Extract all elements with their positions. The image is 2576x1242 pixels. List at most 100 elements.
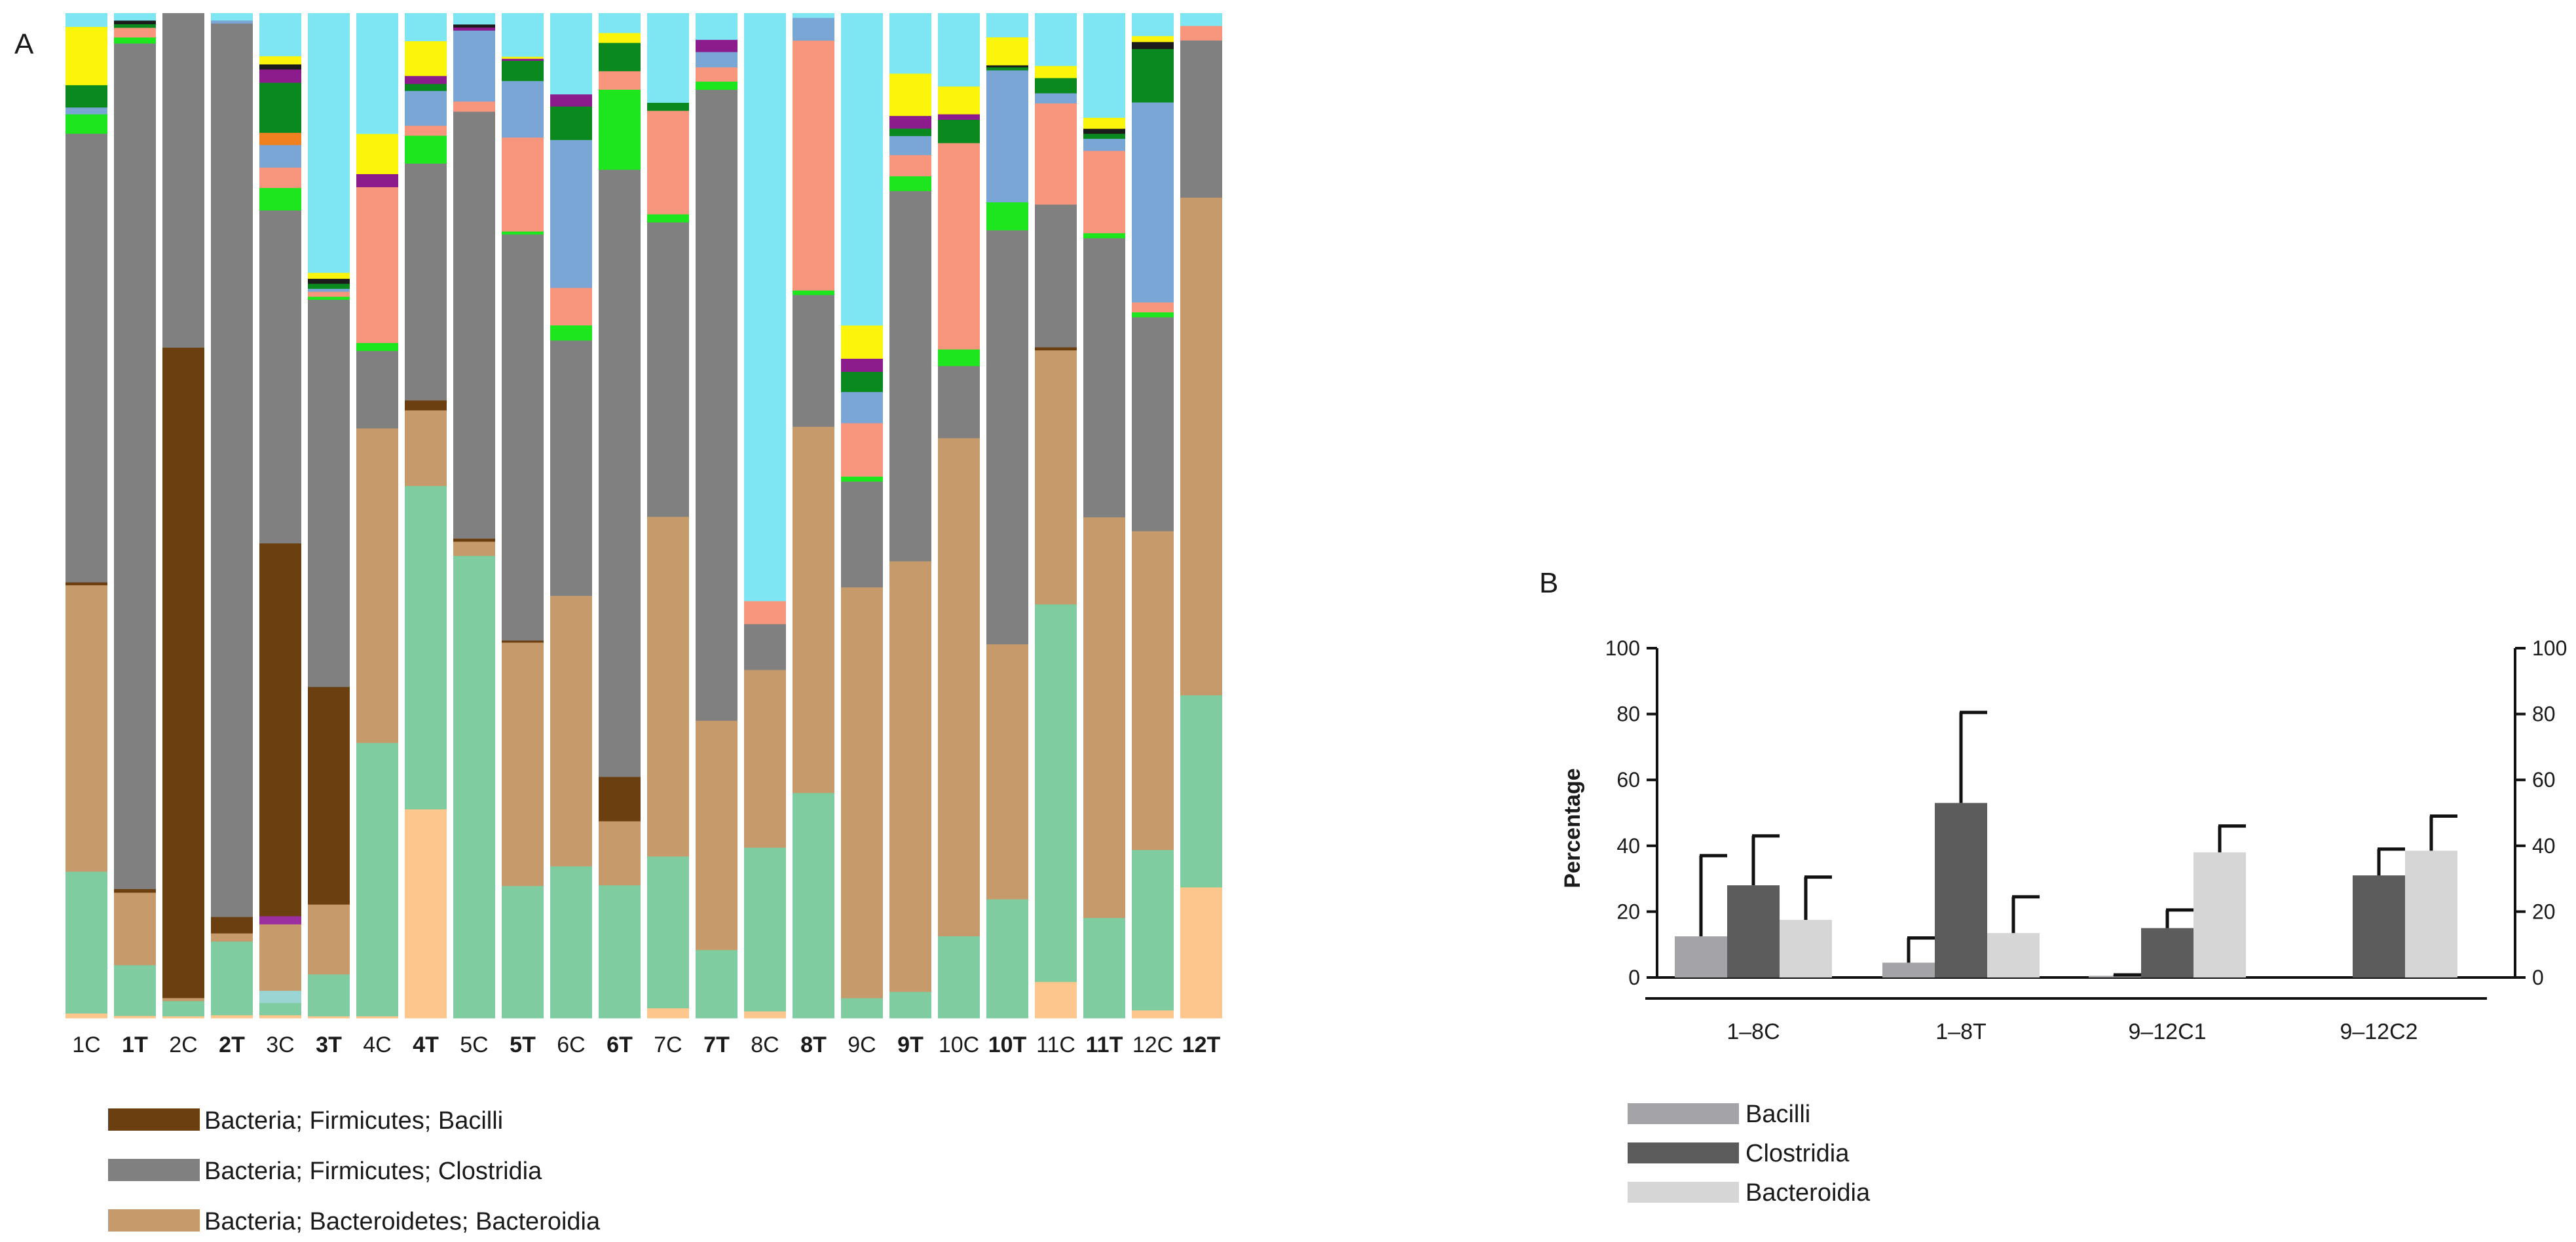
x-tick-label-7C: 7C (654, 1032, 682, 1057)
bar-segment-4T-bacteria-bacteroidetes-bacteroidia (405, 410, 447, 486)
bar-segment-4C-mint (356, 742, 398, 1017)
bar-segment-3C-green (259, 187, 301, 211)
x-tick-label-7T: 7T (703, 1032, 730, 1057)
bar-segment-5C-mint (453, 555, 495, 1019)
bar-segment-1C-blue (65, 107, 107, 115)
x-tick-label-5T: 5T (510, 1032, 536, 1057)
y-tick-label-left-0: 0 (1628, 966, 1640, 989)
legend-label-b-bacilli: Bacilli (1745, 1101, 1810, 1128)
bar-segment-9T-bacteria-firmicutes-clostridia (889, 191, 931, 562)
bar-segment-10C-mint (938, 936, 980, 1019)
bar-segment-2C-bacteria-firmicutes-bacilli (162, 347, 204, 998)
bar-segment-4T-yellow (405, 41, 447, 77)
bar-segment-12C-mint (1132, 849, 1174, 1011)
bar-segment-6T-bacteria-bacteroidetes-bacteroidia (599, 821, 641, 886)
bar-segment-5C-black (453, 24, 495, 28)
bar-segment-4C-green (356, 342, 398, 352)
bar-segment-5T-yellow (502, 56, 544, 59)
bar-segment-2C-peach (162, 1015, 204, 1019)
bar-segment-12C-bacteria-bacteroidetes-bacteroidia (1132, 530, 1174, 850)
bar-segment-6T-mint (599, 885, 641, 1019)
bar-segment-3C-bacteria-firmicutes-bacilli (259, 543, 301, 917)
bar-segment-10C-salmon (938, 143, 980, 350)
bar-1-8c-clostridia (1727, 885, 1780, 977)
bar-segment-5T-blue (502, 81, 544, 138)
bar-segment-10T-mint (986, 899, 1028, 1019)
bar-segment-6C-salmon (550, 287, 592, 325)
bar-segment-3C-salmon (259, 167, 301, 189)
panel-b-bars (1675, 710, 2457, 977)
bar-segment-12C-green (1132, 312, 1174, 318)
bar-segment-4C-yellow (356, 134, 398, 174)
bar-segment-10T-dark-green (986, 67, 1028, 71)
bar-segment-3T-mint (308, 974, 350, 1017)
bar-segment-4C-salmon (356, 187, 398, 343)
bar-segment-4T-salmon (405, 125, 447, 136)
bar-segment-3C-mint (259, 1002, 301, 1015)
bar-segment-12C-black (1132, 41, 1174, 49)
bar-segment-3T-cyan (308, 13, 350, 273)
bar-segment-7C-green (647, 214, 689, 223)
bar-segment-4C-cyan (356, 13, 398, 134)
bar-segment-7T-cyan (696, 13, 737, 40)
bar-9-12c1-bacteroidia (2193, 852, 2246, 977)
bar-segment-4T-purple (405, 75, 447, 84)
bar-segment-4T-dark-green (405, 83, 447, 91)
bar-segment-12C-blue (1132, 102, 1174, 303)
bar-segment-3T-salmon (308, 291, 350, 297)
bar-segment-7T-blue (696, 52, 737, 67)
bar-segment-10C-bacteria-bacteroidetes-bacteroidia (938, 437, 980, 937)
bar-segment-6T-cyan (599, 13, 641, 33)
x-tick-label-4T: 4T (413, 1032, 439, 1057)
bar-segment-9C-bacteria-bacteroidetes-bacteroidia (841, 587, 883, 998)
bar-segment-9T-blue (889, 136, 931, 155)
bar-segment-7T-salmon (696, 67, 737, 82)
legend-swatch-bacteroidia (108, 1209, 200, 1232)
bar-segment-7C-bacteria-firmicutes-clostridia (647, 222, 689, 517)
group-label-1-8t: 1–8T (1935, 1019, 1987, 1044)
bar-segment-3C-yellow (259, 56, 301, 65)
bar-segment-9C-dark-green (841, 371, 883, 392)
bar-segment-1T-dark-green (114, 24, 156, 28)
panel-b-label: B (1539, 567, 1558, 599)
bar-segment-3T-black (308, 278, 350, 284)
bar-1-8t-bacilli (1882, 962, 1935, 977)
bar-segment-3C-bacteria-bacteroidetes-bacteroidia (259, 924, 301, 991)
bar-segment-5T-bacteria-firmicutes-clostridia (502, 234, 544, 641)
bar-segment-1T-bacteria-bacteroidetes-bacteroidia (114, 892, 156, 966)
bar-segment-12T-bacteria-bacteroidetes-bacteroidia (1180, 197, 1222, 696)
bar-9-12c2-bacteroidia (2405, 850, 2457, 977)
bar-segment-7T-purple (696, 39, 737, 52)
y-tick-label-left-20: 20 (1616, 900, 1640, 923)
bar-segment-1T-cyan (114, 13, 156, 21)
bar-segment-10C-purple (938, 114, 980, 120)
bar-segment-9C-mint (841, 998, 883, 1019)
bar-segment-4T-mint (405, 485, 447, 810)
bar-segment-10T-cyan (986, 13, 1028, 38)
bar-segment-8C-bacteria-firmicutes-clostridia (744, 623, 786, 670)
bar-segment-6T-yellow (599, 33, 641, 43)
bar-segment-11C-blue (1035, 93, 1077, 103)
bar-segment-11C-bacteria-firmicutes-clostridia (1035, 204, 1077, 348)
panel-b-grouped-bar-chart: B Percentage 0 0 20 20 40 40 60 60 80 80 100 100 1–… (1539, 567, 2567, 1207)
bar-segment-12C-bacteria-firmicutes-clostridia (1132, 317, 1174, 532)
bar-segment-7T-bacteria-firmicutes-clostridia (696, 89, 737, 721)
bar-segment-3C-dark-green (259, 82, 301, 133)
bar-segment-11C-dark-green (1035, 77, 1077, 94)
bar-segment-8T-mint (793, 792, 834, 1019)
x-tick-label-9T: 9T (897, 1032, 924, 1057)
bar-segment-7C-bacteria-bacteroidetes-bacteroidia (647, 517, 689, 857)
bar-segment-6C-bacteria-bacteroidetes-bacteroidia (550, 595, 592, 867)
bar-segment-11T-bacteria-bacteroidetes-bacteroidia (1083, 517, 1125, 919)
bar-segment-3C-light-teal (259, 990, 301, 1003)
bar-segment-4C-bacteria-firmicutes-clostridia (356, 350, 398, 429)
panel-a-stacked-bar-chart: A 1C 1T 2C 2T 3C 3T 4C 4T 5C 5T 6C 6T 7C 7T 8C 8T 9C 9T 10… (14, 13, 1222, 1235)
y-tick-label-right-60: 60 (2532, 768, 2556, 792)
y-tick-label-right-20: 20 (2532, 900, 2556, 923)
bar-segment-7C-mint (647, 856, 689, 1009)
legend-label-bacilli: Bacteria; Firmicutes; Bacilli (204, 1107, 503, 1135)
bar-segment-11T-blue (1083, 138, 1125, 151)
bar-segment-10C-yellow (938, 86, 980, 115)
bar-segment-9T-bacteria-bacteroidetes-bacteroidia (889, 560, 931, 993)
bar-segment-10T-yellow (986, 37, 1028, 65)
